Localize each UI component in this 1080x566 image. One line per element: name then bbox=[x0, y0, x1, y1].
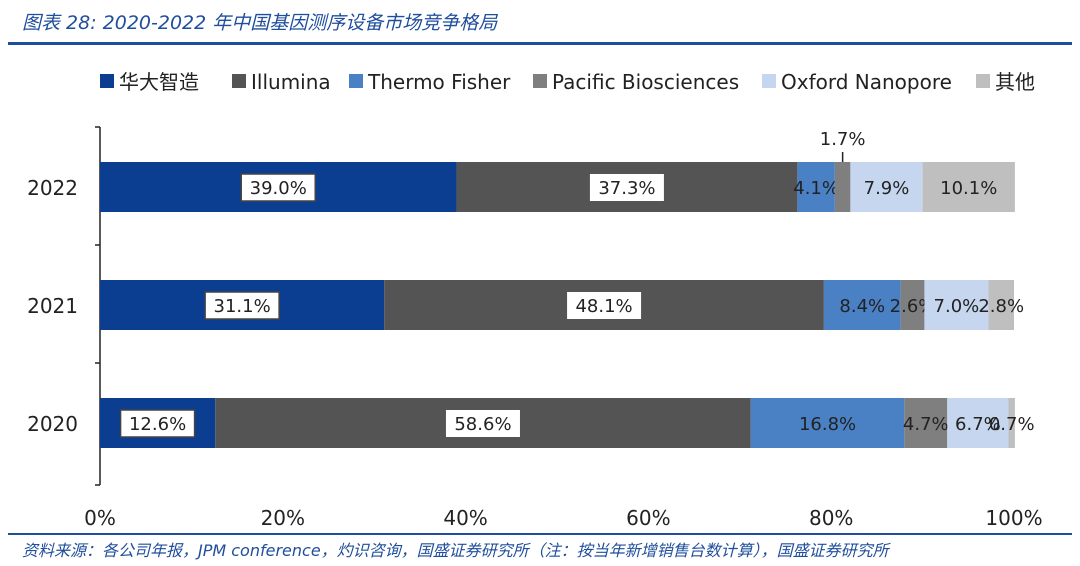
data-label: 0.7% bbox=[989, 414, 1035, 435]
data-label-box bbox=[589, 174, 664, 201]
x-tick-label: 80% bbox=[809, 506, 853, 530]
data-label: 37.3% bbox=[598, 178, 655, 199]
source-note: 资料来源：各公司年报，JPM conference，灼识咨询，国盛证券研究所（注… bbox=[22, 541, 889, 560]
data-label: 8.4% bbox=[839, 296, 885, 317]
data-label-box bbox=[204, 291, 280, 320]
y-tick-label: 2020 bbox=[27, 412, 78, 436]
bar-segment bbox=[823, 280, 901, 330]
bar-segment bbox=[750, 398, 905, 448]
data-label: 12.6% bbox=[129, 414, 186, 435]
data-label: 39.0% bbox=[250, 178, 307, 199]
data-label: 10.1% bbox=[940, 178, 997, 199]
data-label: 1.7% bbox=[820, 129, 866, 150]
bar-segment bbox=[850, 162, 923, 212]
bar-segment bbox=[924, 280, 989, 330]
footer-divider bbox=[8, 533, 1072, 535]
data-label-box bbox=[445, 410, 520, 437]
data-label-box bbox=[119, 409, 196, 438]
legend-label: 其他 bbox=[995, 70, 1035, 94]
bar-segment bbox=[797, 162, 835, 212]
legend-label: Illumina bbox=[251, 70, 331, 94]
data-label: 16.8% bbox=[799, 414, 856, 435]
data-label: 48.1% bbox=[575, 296, 632, 317]
legend-label: Pacific Biosciences bbox=[552, 70, 739, 94]
data-label: 58.6% bbox=[454, 414, 511, 435]
data-label: 31.1% bbox=[214, 296, 271, 317]
x-tick-label: 20% bbox=[261, 506, 305, 530]
bar-segment bbox=[988, 280, 1014, 330]
legend-swatch bbox=[762, 74, 776, 88]
legend-swatch bbox=[533, 74, 547, 88]
legend-swatch bbox=[232, 74, 246, 88]
x-tick-label: 40% bbox=[443, 506, 487, 530]
y-tick-label: 2022 bbox=[27, 176, 78, 200]
legend-swatch bbox=[349, 74, 363, 88]
data-label-box bbox=[567, 292, 642, 319]
bar-segment bbox=[834, 162, 851, 212]
data-label-box bbox=[240, 173, 316, 202]
chart-title: 图表 28: 2020-2022 年中国基因测序设备市场竞争格局 bbox=[22, 12, 498, 34]
x-tick-label: 100% bbox=[985, 506, 1042, 530]
y-tick-label: 2021 bbox=[27, 294, 78, 318]
data-label: 2.8% bbox=[978, 296, 1024, 317]
data-label: 7.0% bbox=[934, 296, 980, 317]
title-divider bbox=[8, 42, 1072, 45]
bar-segment bbox=[947, 398, 1009, 448]
data-label: 6.7% bbox=[955, 414, 1001, 435]
data-label: 2.6% bbox=[890, 296, 936, 317]
data-label: 4.7% bbox=[903, 414, 949, 435]
legend-label: Thermo Fisher bbox=[367, 70, 511, 94]
legend-label: 华大智造 bbox=[119, 70, 199, 94]
data-label: 7.9% bbox=[864, 178, 910, 199]
data-label: 4.1% bbox=[793, 178, 839, 199]
x-tick-label: 60% bbox=[626, 506, 670, 530]
bar-segment bbox=[904, 398, 948, 448]
bar-segment bbox=[922, 162, 1015, 212]
legend-swatch bbox=[976, 74, 990, 88]
bar-segment bbox=[1008, 398, 1015, 448]
legend-label: Oxford Nanopore bbox=[781, 70, 952, 94]
bar-segment bbox=[900, 280, 925, 330]
x-tick-label: 0% bbox=[84, 506, 116, 530]
legend-swatch bbox=[100, 74, 114, 88]
